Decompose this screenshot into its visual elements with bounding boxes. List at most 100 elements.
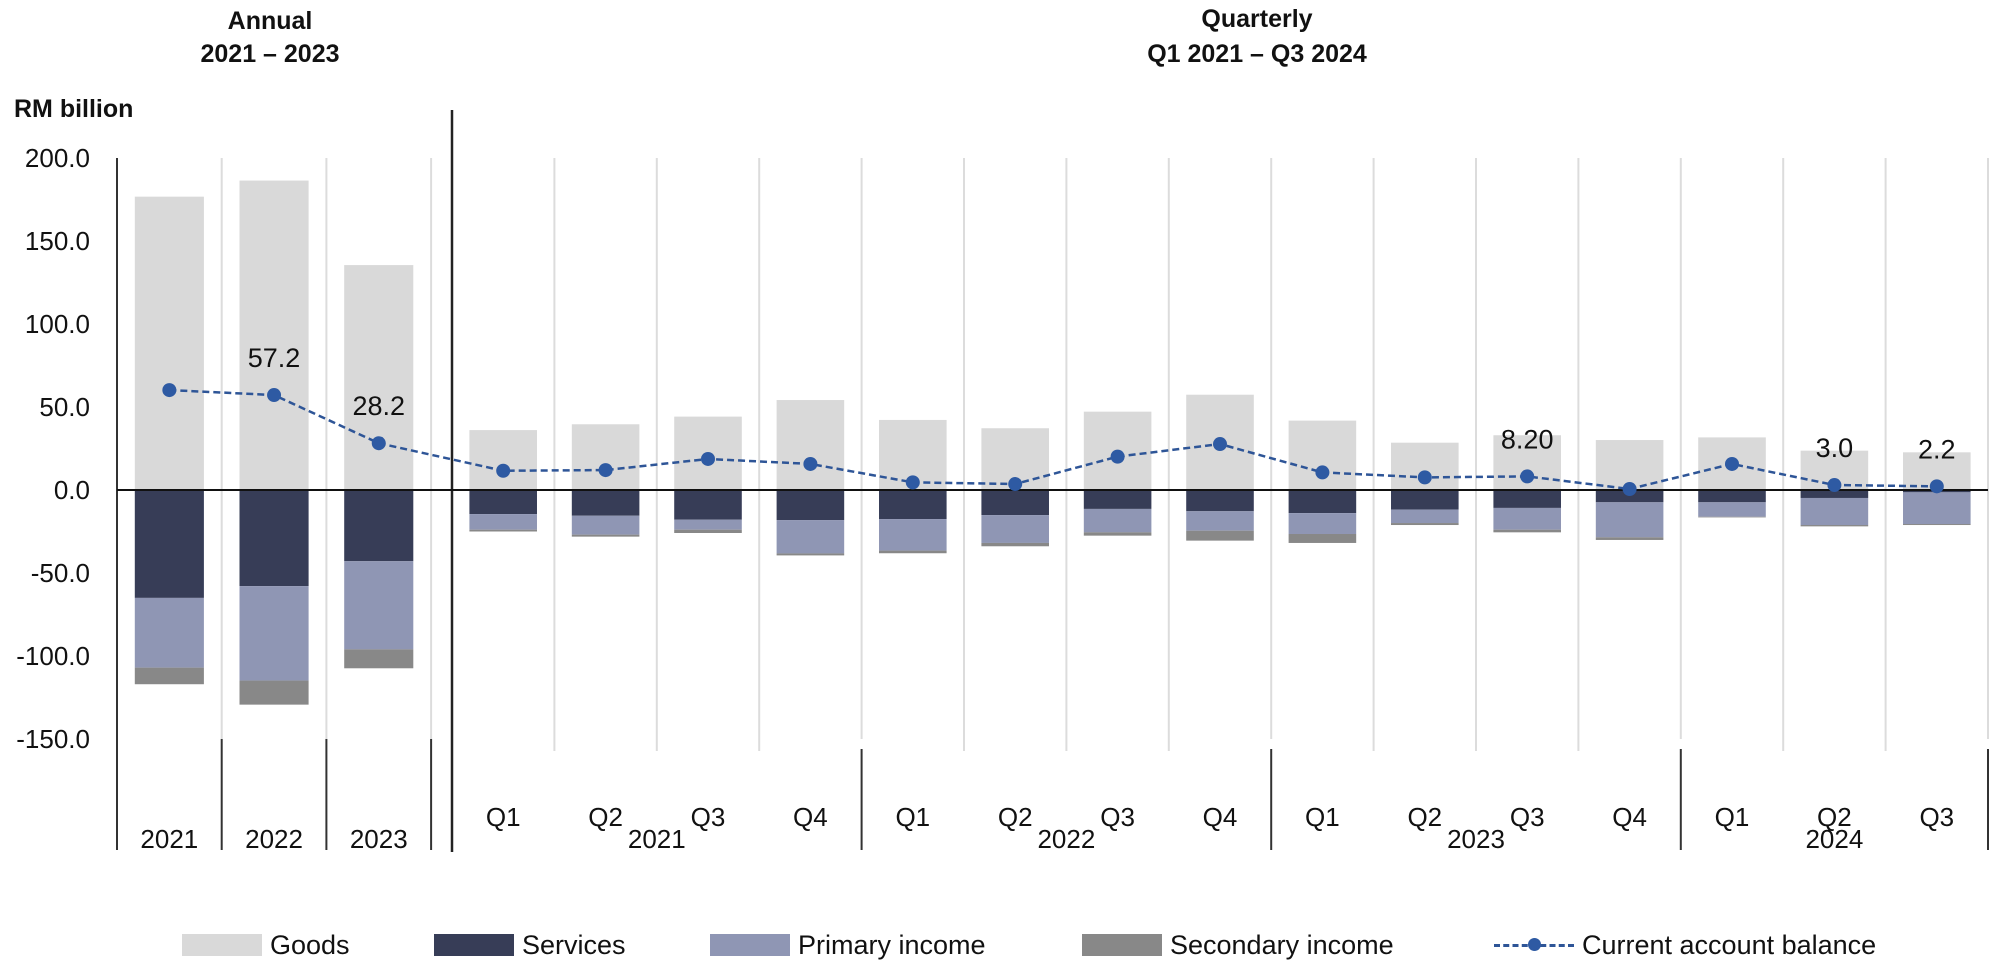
bar-secondary: [1903, 524, 1971, 526]
x-label-quarter: Q2: [1817, 802, 1852, 832]
gridlines: [116, 110, 1989, 852]
x-label-quarter: Q4: [1203, 802, 1238, 832]
bar-secondary: [239, 680, 309, 705]
bar-services: [1083, 490, 1152, 509]
cab-point: [162, 383, 177, 398]
quarterly-title-line1: Quarterly: [1201, 5, 1312, 33]
bar-primary: [344, 561, 414, 650]
y-tick-label: -100.0: [16, 641, 90, 671]
bar-secondary: [674, 529, 742, 533]
cab-line-path: [169, 388, 1937, 491]
x-label-quarter: Q2: [588, 802, 623, 832]
x-label-quarter: Q1: [895, 802, 930, 832]
bar-secondary: [1288, 533, 1357, 543]
bar-services: [879, 490, 947, 520]
cab-point: [1213, 437, 1227, 452]
legend: Goods Services Primary income Secondary …: [0, 925, 2000, 965]
legend-item-current-account-balance: Current account balance: [1494, 925, 1876, 965]
legend-label-primary-income: Primary income: [798, 929, 986, 960]
y-axis-ticks: 200.0 150.0 100.0 50.0 0.0 -50.0 -100.0 -150.0: [16, 143, 90, 754]
bar-services: [674, 490, 742, 520]
legend-item-goods: Goods: [182, 925, 350, 965]
cab-point: [1622, 482, 1637, 497]
bar-secondary: [469, 529, 537, 532]
primary-income-swatch: [710, 934, 790, 956]
cab-point: [496, 463, 511, 478]
x-label-quarter: Q4: [1612, 802, 1647, 832]
bar-services: [1391, 490, 1459, 510]
bar-services: [1595, 490, 1664, 503]
x-label-quarter: Q3: [691, 802, 726, 832]
bar-goods: [469, 430, 537, 490]
x-label-year-group: 2022: [1037, 824, 1095, 854]
x-label-year-group: 2021: [628, 824, 686, 854]
bar-primary: [1288, 513, 1357, 534]
quarterly-title-line2: Q1 2021 – Q3 2024: [1147, 40, 1367, 68]
x-axis-labels: 2021 2022 2023 Q1 Q2 Q3 Q4 Q1 Q2 Q3 Q4 Q1 Q2 Q3 Q4 Q1 Q2…: [140, 802, 1954, 854]
legend-item-primary-income: Primary income: [710, 925, 986, 965]
annual-title-line1: Annual: [228, 7, 313, 35]
bar-secondary: [1083, 532, 1152, 536]
bar-secondary: [1493, 529, 1561, 533]
x-label-quarter: Q1: [1715, 802, 1750, 832]
bar-goods: [1288, 420, 1357, 490]
bar-secondary: [1800, 525, 1869, 527]
y-tick-label: 0.0: [54, 475, 90, 505]
x-label-year-group: 2023: [1447, 824, 1505, 854]
x-label-quarter: Q3: [1510, 802, 1545, 832]
bar-primary: [1083, 508, 1152, 533]
bar-services: [1186, 490, 1254, 512]
y-tick-label: 100.0: [25, 309, 90, 339]
bar-goods: [239, 180, 309, 491]
bar-primary: [981, 515, 1049, 543]
bar-services: [981, 490, 1049, 516]
bar-secondary: [981, 542, 1049, 547]
bar-goods: [776, 400, 845, 490]
bar-services: [776, 490, 845, 521]
cab-point: [701, 451, 715, 466]
bar-services: [1698, 490, 1766, 503]
bar-primary: [1391, 509, 1459, 524]
services-swatch: [434, 934, 514, 956]
cab-point: [1315, 465, 1330, 480]
y-tick-label: 200.0: [25, 143, 90, 173]
bar-secondary: [776, 553, 845, 556]
bar-primary: [1698, 502, 1766, 517]
bars: [134, 180, 1971, 705]
current-account-balance-swatch: [1494, 934, 1574, 956]
bar-primary: [1595, 502, 1664, 538]
x-label-year-group: 2024: [1805, 824, 1863, 854]
bar-goods: [134, 196, 204, 491]
bar-goods: [344, 265, 414, 490]
cab-data-label: 57.2: [248, 343, 301, 373]
bar-primary: [1493, 507, 1561, 530]
bar-services: [1288, 490, 1357, 514]
chart-titles: Annual 2021 – 2023 Quarterly Q1 2021 – Q…: [14, 5, 1367, 123]
bar-secondary: [879, 550, 947, 554]
cab-point: [1929, 479, 1944, 494]
legend-label-current-account-balance: Current account balance: [1582, 929, 1877, 960]
bar-services: [469, 490, 537, 515]
cab-point: [1417, 470, 1432, 485]
bar-services: [344, 490, 414, 562]
bar-primary: [469, 514, 537, 530]
bar-secondary: [1595, 537, 1664, 540]
bar-services: [239, 490, 309, 587]
cab-data-label: 3.0: [1816, 433, 1854, 463]
bar-goods: [571, 424, 640, 490]
bar-services: [134, 490, 204, 598]
cab-data-label: 28.2: [352, 391, 405, 421]
x-label-quarter: Q4: [793, 802, 828, 832]
bar-services: [1800, 490, 1869, 498]
x-label-quarter: Q2: [998, 802, 1033, 832]
annual-title-line2: 2021 – 2023: [200, 40, 339, 68]
x-label-year: 2021: [140, 824, 198, 854]
bar-secondary: [1698, 516, 1766, 518]
y-tick-label: 50.0: [39, 392, 90, 422]
x-label-year: 2022: [245, 824, 303, 854]
y-tick-label: -150.0: [16, 724, 90, 754]
y-tick-label: 150.0: [25, 226, 90, 256]
legend-label-goods: Goods: [270, 929, 350, 960]
bar-services: [571, 490, 640, 516]
